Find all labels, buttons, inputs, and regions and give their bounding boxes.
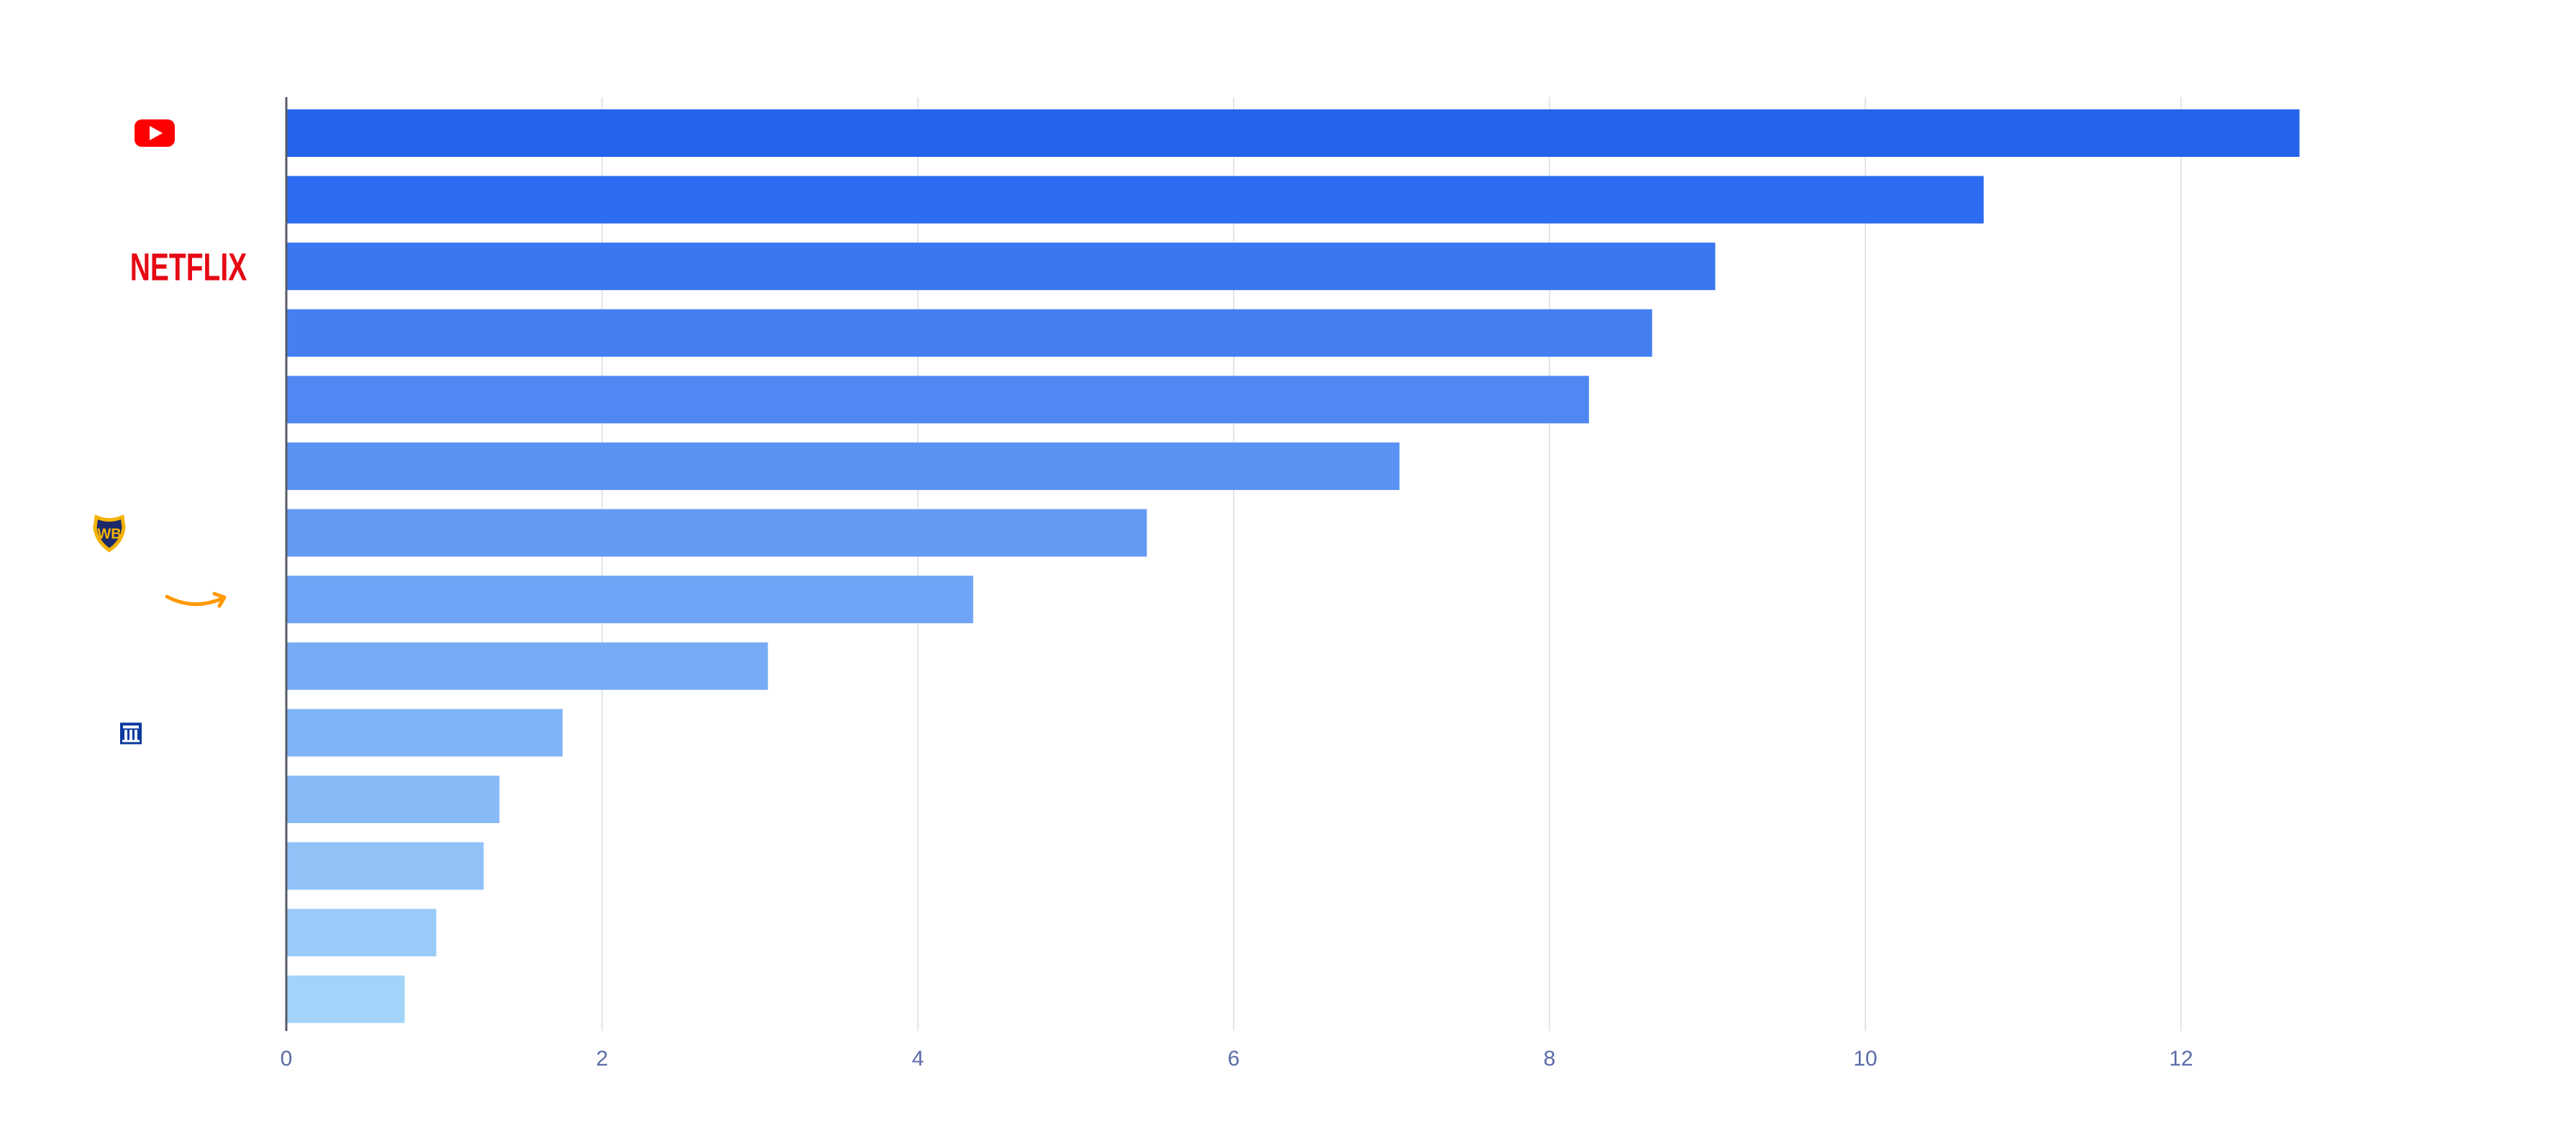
warner-bros-logo: WB — [93, 514, 126, 553]
svg-text:WB: WB — [97, 527, 121, 543]
x-axis: 0 2 4 6 8 10 12 — [281, 97, 2193, 1071]
x-tick-label: 0 — [281, 1047, 293, 1071]
bar[interactable] — [286, 642, 768, 690]
bar[interactable] — [286, 442, 1400, 490]
bar[interactable] — [286, 776, 500, 823]
bar[interactable] — [286, 109, 2300, 157]
x-tick-label: 6 — [1228, 1047, 1240, 1071]
bar[interactable] — [286, 576, 973, 624]
bar[interactable] — [286, 709, 563, 757]
bar[interactable] — [286, 975, 405, 1023]
x-tick-label: 10 — [1853, 1047, 1877, 1071]
svg-text:NETFLIX: NETFLIX — [130, 245, 247, 289]
bar[interactable] — [286, 176, 1984, 224]
x-tick-label: 12 — [2169, 1047, 2193, 1071]
x-tick-label: 4 — [912, 1047, 924, 1071]
bars — [286, 109, 2300, 1023]
building-logo — [120, 722, 142, 745]
x-tick-label: 8 — [1544, 1047, 1556, 1071]
bar[interactable] — [286, 909, 437, 957]
bar[interactable] — [286, 376, 1589, 424]
grid-lines — [601, 97, 2182, 1031]
bar[interactable] — [286, 242, 1716, 291]
amazon-logo — [165, 591, 227, 608]
x-tick-label: 2 — [596, 1047, 609, 1071]
category-logos: NETFLIX WB — [93, 119, 247, 745]
bar[interactable] — [286, 309, 1652, 357]
youtube-logo — [135, 119, 175, 147]
netflix-logo: NETFLIX — [130, 245, 247, 289]
bar[interactable] — [286, 509, 1147, 557]
bar[interactable] — [286, 842, 484, 890]
